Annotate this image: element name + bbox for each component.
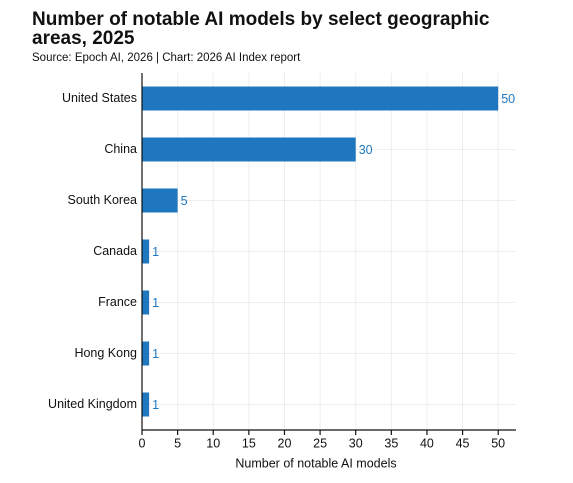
x-tick-label: 10	[206, 436, 220, 450]
x-tick-label: 35	[384, 436, 398, 450]
y-tick-label: United States	[62, 91, 137, 105]
y-tick-label: South Korea	[68, 193, 138, 207]
y-tick-label: Canada	[93, 244, 137, 258]
value-label: 1	[152, 347, 159, 361]
x-tick-label: 25	[313, 436, 327, 450]
value-label: 5	[181, 194, 188, 208]
bar	[142, 290, 150, 315]
x-tick-label: 5	[174, 436, 181, 450]
bar	[142, 188, 178, 213]
bar	[142, 239, 150, 264]
y-tick-label: Hong Kong	[74, 346, 137, 360]
value-label: 1	[152, 245, 159, 259]
bar	[142, 341, 150, 366]
x-tick-label: 50	[491, 436, 505, 450]
y-tick-label: United Kingdom	[48, 397, 137, 411]
value-label: 50	[501, 92, 515, 106]
x-tick-label: 45	[456, 436, 470, 450]
x-tick-label: 15	[242, 436, 256, 450]
x-tick-label: 0	[139, 436, 146, 450]
bar	[142, 137, 356, 162]
value-label: 1	[152, 398, 159, 412]
y-tick-label: France	[98, 295, 137, 309]
value-label: 1	[152, 296, 159, 310]
bar	[142, 392, 150, 417]
y-tick-label: China	[104, 142, 137, 156]
x-tick-label: 30	[349, 436, 363, 450]
chart-subtitle: Source: Epoch AI, 2026 | Chart: 2026 AI …	[32, 52, 301, 64]
x-tick-label: 40	[420, 436, 434, 450]
value-label: 30	[359, 143, 373, 157]
bar	[142, 86, 499, 111]
x-axis-label: Number of notable AI models	[235, 456, 396, 470]
x-tick-label: 20	[278, 436, 292, 450]
chart-title: Number of notable AI models by select ge…	[32, 9, 490, 49]
